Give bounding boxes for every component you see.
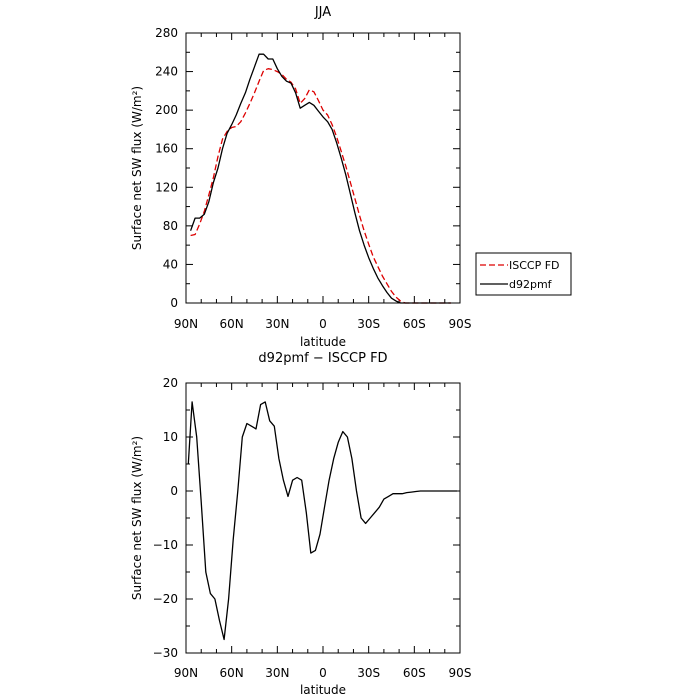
series-line-isccp-fd (190, 68, 451, 304)
chart-title: d92pmf − ISCCP FD (258, 351, 387, 366)
legend-box (475, 252, 572, 296)
legend-entry-label: d92pmf (509, 278, 553, 291)
y-tick-label: −10 (153, 538, 178, 552)
chart-title: JJA (314, 5, 331, 20)
x-tick-label: 0 (319, 666, 327, 680)
y-tick-label: 80 (163, 219, 178, 233)
y-tick-label: 120 (155, 180, 178, 194)
x-tick-label: 90N (174, 666, 198, 680)
x-tick-label: 30S (357, 666, 380, 680)
x-axis-label: latitude (300, 683, 346, 697)
plot-frame (185, 32, 461, 304)
legend-entry-label: ISCCP FD (509, 259, 560, 272)
x-tick-label: 60S (403, 666, 426, 680)
legend: ISCCP FD d92pmf (475, 252, 572, 296)
y-tick-label: 10 (163, 430, 178, 444)
y-tick-label: 280 (155, 26, 178, 40)
x-tick-label: 30S (357, 317, 380, 331)
x-tick-label: 60N (220, 317, 244, 331)
y-tick-label: 0 (170, 484, 178, 498)
x-tick-label: 90S (449, 317, 472, 331)
y-tick-label: 200 (155, 103, 178, 117)
series-line-d92pmf (189, 53, 451, 304)
x-tick-label: 90S (449, 666, 472, 680)
y-tick-label: 0 (170, 296, 178, 310)
y-tick-label: 20 (163, 376, 178, 390)
bottom-panel-difference: 90N 60N 30N 0 30S 60S 90S −30 −20 −10 0 10 20 d92pmf … (130, 351, 471, 697)
x-tick-label: 90N (174, 317, 198, 331)
y-tick-label: 40 (163, 257, 178, 271)
y-tick-label: −30 (153, 646, 178, 660)
y-axis-label: Surface net SW flux (W/m²) (130, 86, 144, 250)
y-tick-label: 240 (155, 65, 178, 79)
x-tick-label: 60N (220, 666, 244, 680)
y-tick-label: −20 (153, 592, 178, 606)
x-tick-label: 60S (403, 317, 426, 331)
y-axis-label: Surface net SW flux (W/m²) (130, 436, 144, 600)
top-panel-jja: 90N 60N 30N 0 30S 60S 90S 0 40 80 120 160 200 240 280 J… (130, 5, 572, 349)
series-line-series-0 (187, 401, 457, 641)
x-axis-label: latitude (300, 335, 346, 349)
x-tick-label: 30N (265, 317, 289, 331)
x-tick-label: 0 (319, 317, 327, 331)
y-tick-label: 160 (155, 142, 178, 156)
x-tick-label: 30N (265, 666, 289, 680)
